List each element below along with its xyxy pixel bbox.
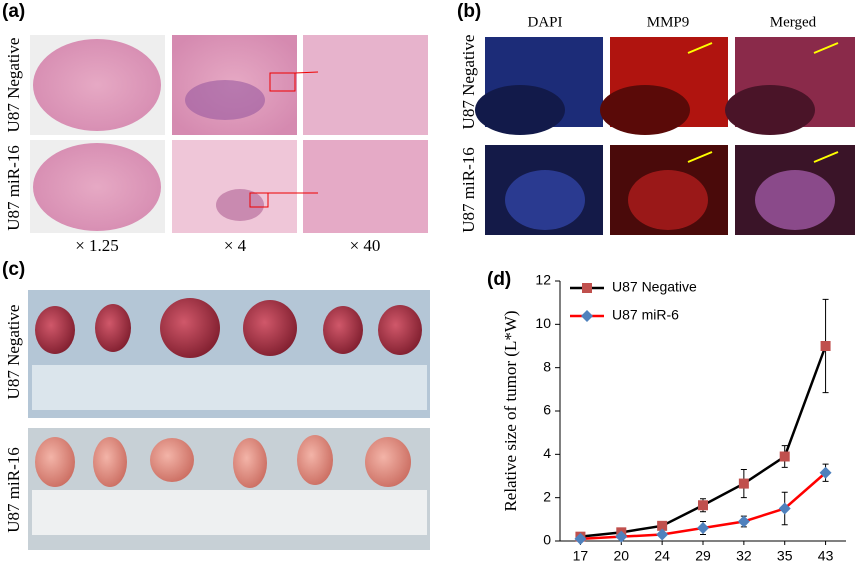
magnification: × 4 [224, 236, 247, 255]
panel-label: (c) [2, 259, 25, 280]
panel-label: (b) [457, 1, 481, 22]
row-label: U87 Negative [4, 38, 23, 133]
row-label: U87 miR-16 [459, 147, 478, 232]
marker [574, 532, 587, 545]
fluorescence-images [475, 37, 855, 235]
marker [737, 515, 750, 528]
y-tick-label: 2 [543, 488, 551, 504]
marker [656, 528, 669, 541]
y-tick-label: 0 [543, 532, 551, 548]
row-label: U87 Negative [459, 35, 478, 130]
x-tick-label: 32 [736, 548, 752, 564]
row-label: U87 miR-16 [4, 145, 23, 230]
x-tick-label: 24 [654, 548, 670, 564]
marker [657, 520, 668, 531]
y-tick-label: 4 [543, 445, 551, 461]
y-axis-label: Relative size of tumor (L*W) [501, 310, 520, 511]
x-tick-label: 43 [818, 548, 834, 564]
column-label: MMP9 [647, 14, 690, 30]
legend-marker [581, 310, 593, 322]
marker [738, 478, 749, 489]
legend-label: U87 Negative [612, 279, 697, 295]
y-tick-label: 8 [543, 358, 551, 374]
tumor-photos [28, 290, 430, 550]
panel-label: (d) [487, 269, 511, 290]
x-tick-label: 29 [695, 548, 711, 564]
marker [819, 466, 832, 479]
y-tick-label: 12 [535, 272, 551, 288]
x-tick-label: 17 [573, 548, 589, 564]
marker [820, 341, 831, 351]
y-tick-label: 6 [543, 402, 551, 418]
marker [698, 500, 708, 511]
legend-label: U87 miR-6 [612, 307, 679, 323]
column-label: Merged [770, 14, 817, 30]
marker [615, 530, 628, 543]
row-label: U87 Negative [4, 305, 23, 400]
legend-marker [582, 283, 592, 293]
marker [778, 502, 791, 515]
magnification: × 40 [350, 236, 381, 255]
marker [779, 451, 790, 462]
row-label: U87 miR-16 [4, 447, 23, 532]
marker [697, 522, 709, 534]
x-tick-label: 35 [777, 548, 793, 564]
x-tick-label: 20 [613, 548, 629, 564]
magnification: × 1.25 [75, 236, 119, 255]
column-label: DAPI [527, 14, 562, 30]
y-tick-label: 10 [535, 315, 551, 331]
panel-label: (a) [2, 1, 25, 22]
histology-images [30, 35, 428, 233]
